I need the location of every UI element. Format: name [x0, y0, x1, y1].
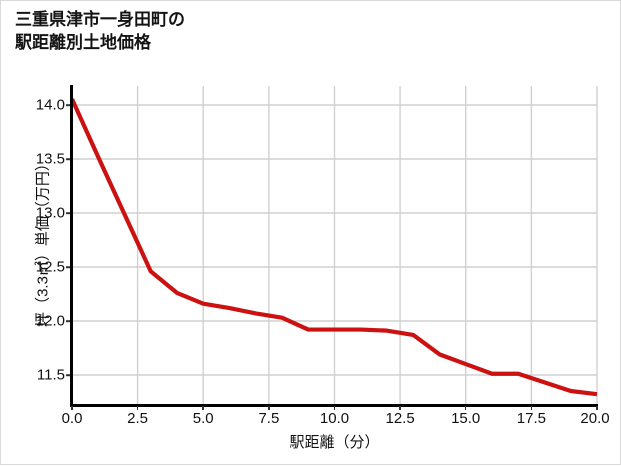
y-tick-mark	[66, 320, 70, 322]
y-tick-label: 12.5	[35, 258, 65, 276]
x-tick-label: 10.0	[319, 410, 350, 427]
x-tick-mark	[464, 406, 467, 410]
x-tick-label: 0.0	[61, 410, 83, 427]
x-tick-label: 20.0	[580, 410, 610, 427]
y-axis-title: 坪（3.3㎡）単価（万円）	[34, 156, 52, 327]
x-axis-title: 駅距離（分）	[289, 434, 380, 451]
x-tick-label: 12.5	[385, 410, 415, 427]
chart-title: 三重県津市一身田町の 駅距離別土地価格	[15, 10, 185, 52]
x-tick-label: 17.5	[516, 410, 546, 427]
x-tick-mark	[399, 406, 401, 410]
x-tick-mark	[596, 406, 598, 410]
x-tick-mark	[71, 406, 73, 410]
x-tick-label: 15.0	[451, 410, 481, 427]
y-tick-mark	[66, 158, 70, 160]
y-tick-label: 14.0	[35, 96, 65, 114]
y-tick-mark	[66, 104, 70, 106]
y-tick-label: 13.0	[35, 204, 65, 222]
y-axis-spine	[70, 85, 73, 406]
y-tick-label: 13.5	[35, 150, 65, 168]
data-series-line	[70, 98, 598, 397]
y-axis-title-holder: 坪（3.3㎡）単価（万円）	[9, 1, 52, 466]
x-tick-mark	[333, 406, 336, 410]
y-tick-mark	[66, 266, 70, 268]
x-tick-label: 5.0	[192, 410, 214, 427]
plot-area	[70, 86, 598, 405]
y-axis-ticks: 11.5 12.0 12.5 13.0 13.5 14.0	[1, 1, 65, 466]
x-tick-label: 7.5	[258, 410, 280, 427]
x-axis-spine	[70, 404, 598, 407]
y-tick-mark	[66, 212, 70, 214]
x-tick-mark	[268, 406, 270, 410]
x-tick-label: 2.5	[127, 410, 149, 427]
x-tick-mark	[136, 406, 139, 410]
y-tick-label: 12.0	[35, 312, 65, 330]
x-tick-mark	[202, 406, 204, 410]
x-tick-mark	[530, 406, 533, 410]
y-tick-mark	[66, 374, 70, 376]
y-tick-label: 11.5	[36, 366, 65, 384]
